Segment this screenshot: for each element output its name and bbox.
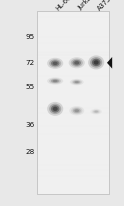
Ellipse shape xyxy=(69,58,85,69)
Ellipse shape xyxy=(51,80,60,84)
Ellipse shape xyxy=(74,110,79,113)
Ellipse shape xyxy=(90,109,102,115)
Ellipse shape xyxy=(75,82,79,84)
Ellipse shape xyxy=(71,108,82,115)
Ellipse shape xyxy=(69,107,84,116)
Text: Jurkat: Jurkat xyxy=(77,0,95,11)
Ellipse shape xyxy=(90,58,102,68)
Text: A375: A375 xyxy=(96,0,112,11)
Ellipse shape xyxy=(47,102,63,116)
Ellipse shape xyxy=(73,109,81,114)
Ellipse shape xyxy=(88,56,104,70)
Ellipse shape xyxy=(94,111,98,113)
Ellipse shape xyxy=(47,78,63,85)
Text: 72: 72 xyxy=(25,60,35,66)
Text: 28: 28 xyxy=(25,148,35,154)
Ellipse shape xyxy=(72,61,81,66)
Ellipse shape xyxy=(49,60,61,68)
Ellipse shape xyxy=(51,61,60,67)
Ellipse shape xyxy=(70,80,84,86)
Bar xyxy=(37,12,109,194)
Ellipse shape xyxy=(47,59,63,70)
Text: 95: 95 xyxy=(25,34,35,40)
Ellipse shape xyxy=(92,59,100,67)
Ellipse shape xyxy=(53,81,58,83)
Ellipse shape xyxy=(71,59,83,68)
Text: 55: 55 xyxy=(25,84,35,90)
Ellipse shape xyxy=(92,110,100,114)
Ellipse shape xyxy=(49,104,61,115)
Ellipse shape xyxy=(53,107,58,111)
Ellipse shape xyxy=(49,79,61,84)
Text: 36: 36 xyxy=(25,122,35,128)
Text: HL-60: HL-60 xyxy=(55,0,73,11)
Ellipse shape xyxy=(53,62,58,66)
Ellipse shape xyxy=(93,111,99,114)
Polygon shape xyxy=(107,58,112,69)
Ellipse shape xyxy=(72,80,82,85)
Ellipse shape xyxy=(94,61,99,65)
Ellipse shape xyxy=(73,81,80,84)
Ellipse shape xyxy=(51,106,60,113)
Ellipse shape xyxy=(74,62,79,65)
